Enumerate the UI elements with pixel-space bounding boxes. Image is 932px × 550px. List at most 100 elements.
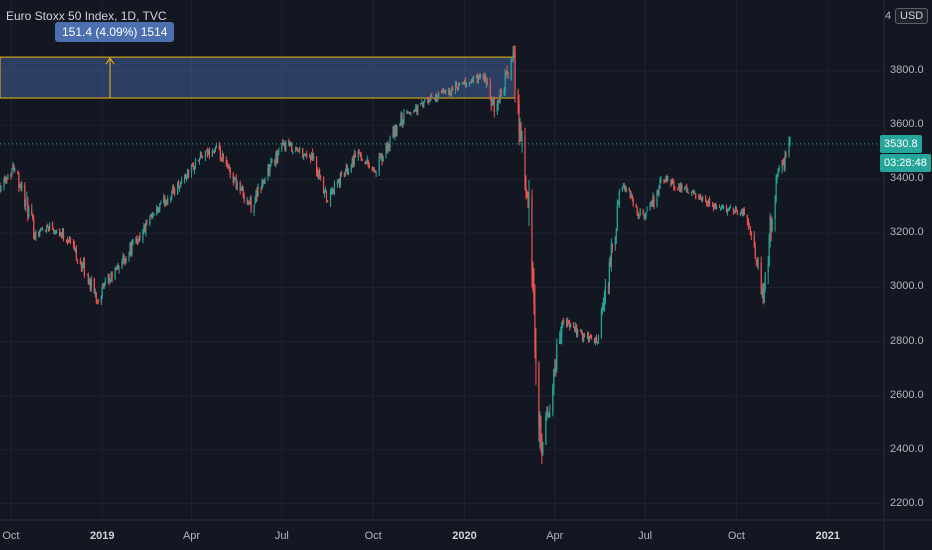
candle-body <box>617 204 619 206</box>
candle-body <box>361 158 363 161</box>
candle-body <box>117 265 119 269</box>
candle-body <box>733 211 736 213</box>
candle-body <box>170 198 172 200</box>
candle-body <box>256 189 258 197</box>
candle-body <box>379 157 381 159</box>
candle-body <box>462 82 465 84</box>
candle-body <box>73 244 76 251</box>
candle-body <box>562 321 564 326</box>
candle-body <box>636 206 638 213</box>
candle-body <box>151 214 153 219</box>
candle-body <box>496 103 498 112</box>
axis-currency-control[interactable]: 4 USD <box>885 6 929 26</box>
candle-body <box>579 329 582 331</box>
candle-body <box>637 212 639 217</box>
candle-body <box>465 84 468 87</box>
candle-body <box>359 152 361 155</box>
candle-body <box>101 287 103 297</box>
candle-body <box>347 171 349 175</box>
candle-body <box>54 232 57 234</box>
candle-body <box>732 207 735 213</box>
candle-body <box>138 236 140 243</box>
candle-body <box>41 227 43 230</box>
candle-body <box>234 177 236 179</box>
candle-body <box>329 189 332 204</box>
candle-body <box>771 219 773 231</box>
candle-body <box>115 267 117 269</box>
candle-body <box>652 196 654 207</box>
candle-body <box>740 211 742 214</box>
candle-body <box>277 152 279 161</box>
candle-body <box>331 190 334 192</box>
y-tick-label: 2200.0 <box>890 496 924 509</box>
y-tick-label: 3000.0 <box>890 280 924 293</box>
candle-body <box>621 186 623 191</box>
candle-body <box>3 179 5 188</box>
candle-body <box>708 200 710 204</box>
candle-body <box>74 250 77 252</box>
candle-body <box>332 189 335 194</box>
candle-body <box>284 142 286 150</box>
candle-body <box>289 143 291 147</box>
candle-body <box>533 290 535 305</box>
candle-body <box>778 168 780 173</box>
candle-body <box>665 176 667 181</box>
candle-body <box>264 177 266 180</box>
candle-body <box>292 152 294 154</box>
candle-body <box>395 128 397 135</box>
candle-body <box>709 199 711 205</box>
candle-body <box>386 144 388 152</box>
candle-body <box>700 195 702 198</box>
candle-body <box>191 163 194 167</box>
candle-body <box>283 143 285 146</box>
candle-body <box>685 187 687 189</box>
candle-body <box>76 260 79 262</box>
candle-body <box>754 247 756 259</box>
currency-button[interactable]: USD <box>895 8 929 24</box>
candle-body <box>159 203 161 209</box>
candle-body <box>128 254 130 259</box>
candle-body <box>519 125 521 133</box>
candle-body <box>381 154 383 162</box>
candle-body <box>373 168 375 172</box>
x-tick-label: Jul <box>638 530 653 542</box>
candle-body <box>38 231 40 236</box>
candle-body <box>45 229 47 232</box>
candle-body <box>769 218 771 238</box>
candle-body <box>89 281 91 290</box>
candle-body <box>687 191 689 193</box>
candle-body <box>635 204 637 208</box>
candle-body <box>510 59 512 80</box>
candle-body <box>297 149 299 151</box>
candle-body <box>239 182 241 192</box>
candle-body <box>34 237 36 240</box>
candle-body <box>302 148 304 158</box>
candle-body <box>255 189 257 203</box>
candle-body <box>233 179 235 182</box>
candle-body <box>742 209 744 216</box>
candle-body <box>649 206 651 210</box>
candle-body <box>298 149 300 151</box>
candle-body <box>547 414 549 416</box>
candle-body <box>554 367 556 369</box>
candle-body <box>241 187 243 190</box>
candle-body <box>630 195 632 198</box>
candle-body <box>756 259 758 264</box>
candle-body <box>402 121 404 124</box>
candle-body <box>183 176 186 181</box>
candle-body <box>222 153 224 160</box>
candle-body <box>718 206 721 208</box>
candle-body <box>401 113 403 124</box>
candle-body <box>679 184 681 192</box>
candle-body <box>413 111 415 113</box>
candle-body <box>110 273 112 281</box>
candle-body <box>371 168 373 170</box>
candle-body <box>157 207 159 212</box>
candle-body <box>343 172 345 177</box>
candle-body <box>319 175 322 178</box>
candle-body <box>541 436 543 455</box>
candle-body <box>274 159 276 166</box>
candle-body <box>103 283 105 286</box>
